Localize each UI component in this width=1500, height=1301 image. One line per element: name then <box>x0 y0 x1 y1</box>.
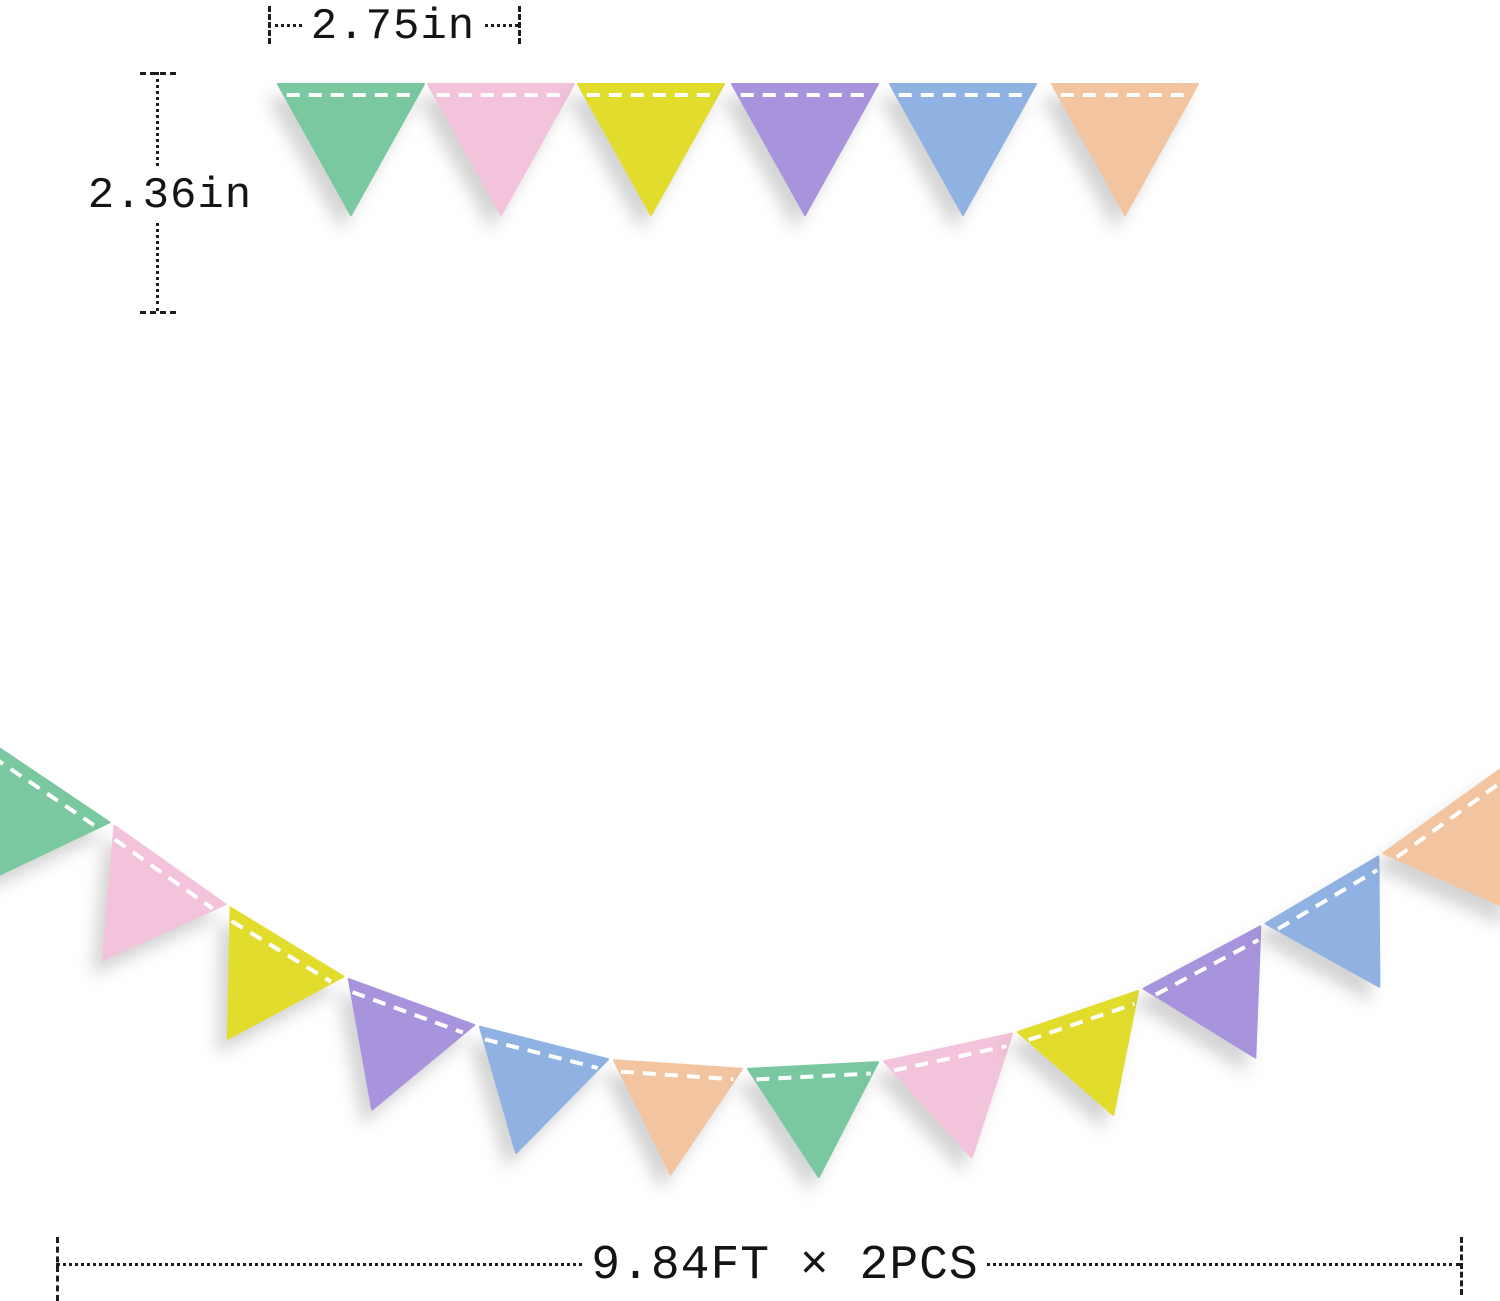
draped-garland <box>0 747 1500 1179</box>
stitch-line <box>1027 1001 1136 1042</box>
pennant-flag-purple <box>731 83 879 216</box>
garland-flag-peach <box>1382 768 1500 907</box>
pennant-flag-pink <box>427 83 575 216</box>
flag-width-label: 2.75in <box>302 0 484 54</box>
pennant-flag-green <box>277 83 425 216</box>
garland-flag-pink <box>101 824 227 962</box>
total-length-right-tick <box>1460 1237 1463 1295</box>
garland-flag-blue <box>1264 855 1381 988</box>
stitch-line <box>351 990 464 1035</box>
garland-flag-peach <box>612 1059 744 1176</box>
total-length-left-tick <box>56 1237 59 1301</box>
stitch-line <box>756 1071 871 1082</box>
stitch-line <box>1276 868 1379 931</box>
garland-flag-yellow <box>1016 989 1140 1116</box>
garland-flag-purple <box>1142 925 1262 1059</box>
stitch-line <box>113 837 214 911</box>
stitch-line <box>893 1044 1008 1073</box>
stitch-line <box>0 759 96 827</box>
top-banner-row <box>277 83 1199 216</box>
pennant-flag-yellow <box>577 83 725 216</box>
garland-flag-yellow <box>226 906 345 1040</box>
pennant-flag-blue <box>889 83 1037 216</box>
pennant-flag-peach <box>1051 83 1199 216</box>
total-length-label: 9.84FT × 2PCS <box>583 1237 987 1295</box>
garland-flag-blue <box>478 1025 610 1154</box>
stitch-line <box>620 1069 734 1082</box>
flag-width-right-tick <box>518 6 521 44</box>
garland-flag-purple <box>347 978 476 1111</box>
stitch-line <box>1154 938 1260 997</box>
garland-flag-green <box>0 747 111 876</box>
garland-flag-pink <box>882 1032 1014 1159</box>
garland-flag-green <box>746 1061 880 1179</box>
flag-height-label: 2.36in <box>79 169 261 223</box>
flag-height-bottom-tick <box>140 311 176 314</box>
stitch-line <box>484 1037 599 1070</box>
stitch-line <box>230 919 332 984</box>
